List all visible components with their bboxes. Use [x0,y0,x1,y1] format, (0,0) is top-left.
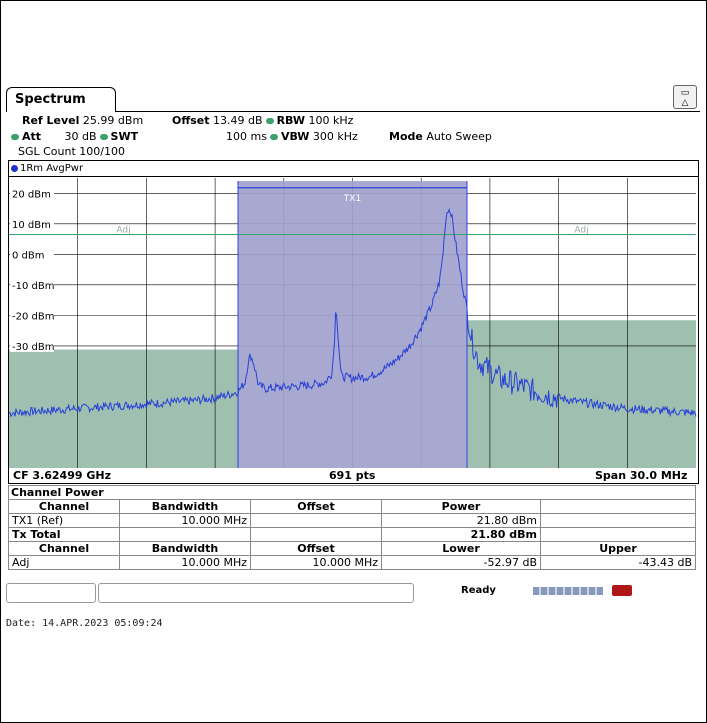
channel-power-title: Channel Power [8,485,696,499]
mode-readout: Mode Auto Sweep [389,130,492,143]
spectrum-diagram[interactable]: 1Rm AvgPwr TX1 Adj Adj 20 dBm 10 dBm 0 dBm -10… [8,160,699,484]
sgl-count: SGL Count 100/100 [18,145,125,158]
y-tick-label: -20 dBm [12,311,54,322]
channel-power-table: Channel Bandwidth Offset Power TX1 (Ref)… [8,499,696,570]
y-tick-label: -30 dBm [12,342,54,353]
tab-spectrum[interactable]: Spectrum [6,87,116,112]
y-tick-label-bg [10,309,54,322]
rbw-indicator-icon [265,118,274,124]
adj-right-label: Adj [574,225,588,235]
measurement-setup-icon[interactable]: ▭ △ [673,85,697,109]
progress-leds [533,587,603,595]
y-tick-label-bg [10,339,54,352]
swt-indicator-icon [99,134,108,140]
y-tick-label: 10 dBm [12,220,51,231]
att-indicator-icon [11,134,19,140]
points-count: 691 pts [329,469,376,482]
table-header-row: Channel Bandwidth Offset Power [8,499,696,514]
y-tick-label-bg [10,248,54,261]
y-tick-label-bg [10,187,54,200]
table-row: Tx Total 21.80 dBm [8,527,696,542]
y-tick-label: 20 dBm [12,189,51,200]
y-tick-label-bg [10,278,54,291]
date-stamp: Date: 14.APR.2023 05:09:24 [6,618,163,629]
tx-channel-band [238,181,467,468]
vbw-indicator-icon [269,134,278,140]
instrument-status-icon [612,585,632,596]
adj-left-label: Adj [116,225,130,235]
y-tick-label: 0 dBm [12,250,45,261]
y-tick-label: -10 dBm [12,281,54,292]
center-frequency: CF 3.62499 GHz [13,469,111,482]
tab-label: Spectrum [15,92,86,107]
table-row: TX1 (Ref) 10.000 MHz 21.80 dBm [8,513,696,528]
ref-level-readout: Ref Level 25.99 dBm [22,114,144,127]
trace-header: 1Rm AvgPwr [9,161,698,177]
spectrum-plot: TX1 Adj Adj 20 dBm 10 dBm 0 dBm -10 dBm -20 dBm… [9,178,697,468]
tab-underline [116,111,700,112]
status-field-1[interactable] [6,583,96,603]
trace-dot-icon [11,164,18,172]
spectrum-trace [9,208,697,418]
y-tick-label-bg [10,217,54,230]
att-readout: Att 30 dB SWT [8,130,138,143]
adj-right-mask [467,320,696,468]
swt-vbw-readout: 100 ms VBW 300 kHz [226,130,358,143]
table-row: Adj 10.000 MHz 10.000 MHz -52.97 dB -43.… [8,555,696,570]
tx-channel-label: TX1 [343,194,361,204]
status-field-2[interactable] [98,583,414,603]
span-readout: Span 30.0 MHz [595,469,688,482]
offset-readout: Offset 13.49 dB RBW 100 kHz [172,114,354,127]
table-header-row: Channel Bandwidth Offset Lower Upper [8,541,696,556]
ready-status: Ready [461,585,496,596]
status-bar: Ready [6,580,698,604]
